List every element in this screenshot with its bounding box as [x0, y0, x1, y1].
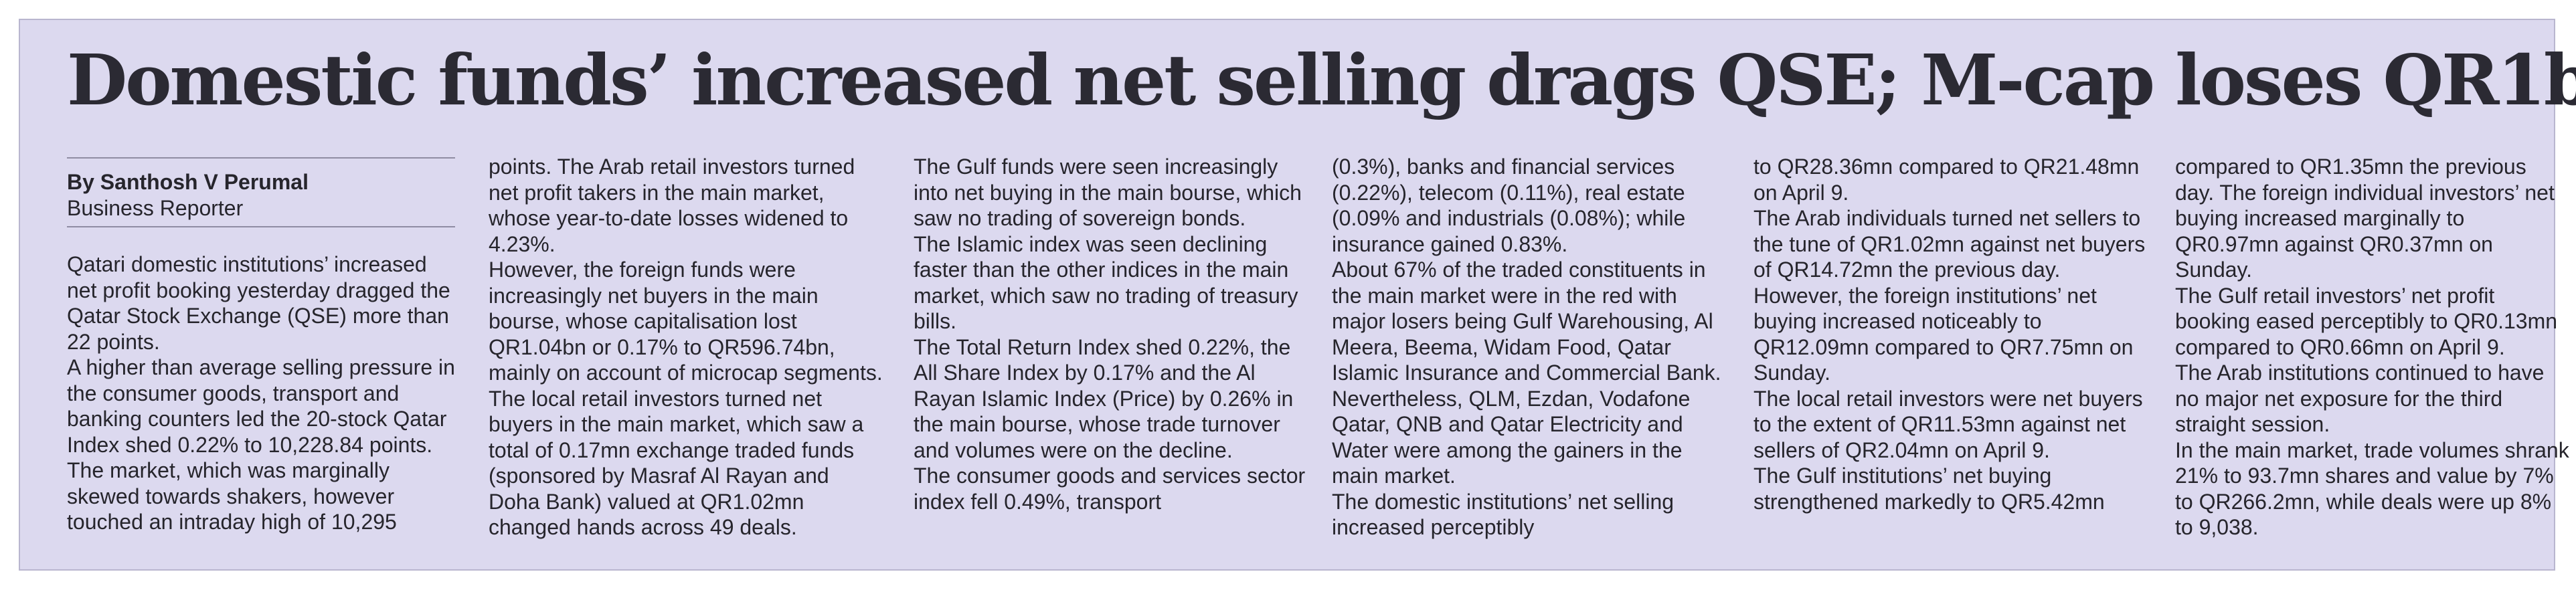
byline-role: Business Reporter: [67, 195, 244, 220]
paragraph: The Gulf funds were seen increasingly in…: [914, 155, 1302, 230]
paragraph: However, the foreign funds were increasi…: [489, 258, 883, 385]
paragraph: compared to QR1.35mn the previous day. T…: [2175, 155, 2555, 282]
headline: Domestic funds’ increased net selling dr…: [67, 39, 2576, 121]
paragraph: The market, which was marginally skewed …: [67, 458, 397, 534]
paragraph: points. The Arab retail investors turned…: [489, 155, 855, 256]
paragraph: The Arab individuals turned net sellers …: [1753, 206, 2146, 282]
byline-author: By Santhosh V Perumal: [67, 170, 309, 194]
paragraph: The local retail investors turned net bu…: [489, 386, 864, 540]
paragraph: However, the foreign institutions’ net b…: [1753, 283, 2134, 385]
paragraph: to QR28.36mn compared to QR21.48mn on Ap…: [1753, 155, 2140, 205]
paragraph: In the main market, trade volumes shrank…: [2175, 437, 2569, 540]
column-5: to QR28.36mn compared to QR21.48mn on Ap…: [1753, 154, 2148, 575]
paragraph: The Gulf retail investors’ net profit bo…: [2175, 283, 2558, 359]
byline-bottom-rule: [67, 226, 455, 227]
paragraph: Nevertheless, QLM, Ezdan, Vodafone Qatar…: [1332, 386, 1691, 488]
paragraph: The Total Return Index shed 0.22%, the A…: [914, 334, 1294, 462]
article-panel: Domestic funds’ increased net selling dr…: [19, 19, 2576, 571]
paragraph: The Islamic index was seen declining fas…: [914, 231, 1298, 334]
paragraph: The local retail investors were net buye…: [1753, 386, 2143, 462]
article-columns: By Santhosh V Perumal Business Reporter …: [67, 154, 2569, 579]
paragraph: Qatari domestic institutions’ increased …: [67, 252, 450, 354]
column-1: By Santhosh V Perumal Business Reporter …: [67, 157, 462, 579]
column-2: points. The Arab retail investors turned…: [489, 154, 883, 575]
paragraph: (0.3%), banks and financial services (0.…: [1332, 155, 1686, 256]
paragraph: A higher than average selling pressure i…: [67, 355, 455, 457]
column-6: compared to QR1.35mn the previous day. T…: [2175, 154, 2570, 575]
column-4: (0.3%), banks and financial services (0.…: [1332, 154, 1727, 575]
paragraph: The Arab institutions continued to have …: [2175, 361, 2545, 436]
paragraph: About 67% of the traded constituents in …: [1332, 258, 1721, 385]
paragraph: The domestic institutions’ net selling i…: [1332, 489, 1675, 540]
paragraph: The consumer goods and services sector i…: [914, 464, 1306, 514]
paragraph: The Gulf institutions’ net buying streng…: [1753, 464, 2105, 514]
byline-top-rule: [67, 157, 455, 159]
column-3: The Gulf funds were seen increasingly in…: [914, 154, 1308, 575]
